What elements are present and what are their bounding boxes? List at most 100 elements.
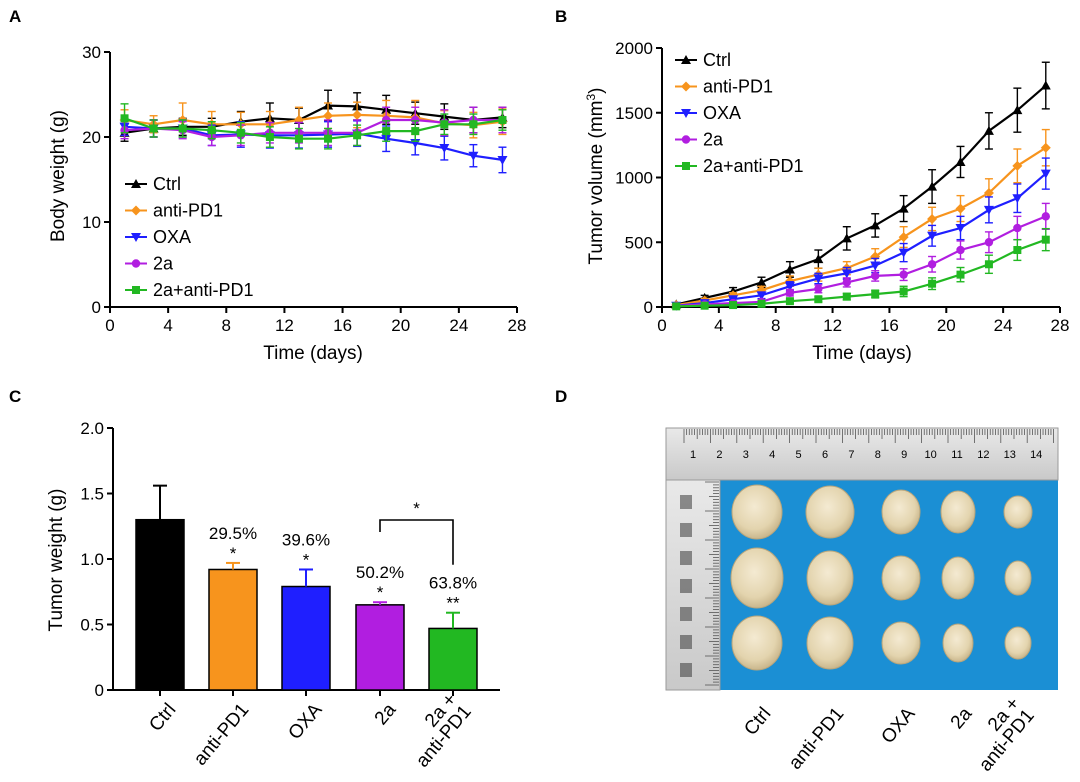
ruler-left-mark bbox=[680, 551, 692, 565]
panel-a-point-2a-anti-pd1 bbox=[353, 131, 362, 140]
panel-a-y-tick-label: 30 bbox=[82, 43, 101, 62]
panel-b-y-tick-label: 500 bbox=[625, 233, 653, 252]
panel-b-series bbox=[671, 61, 1051, 311]
panel-b-legend-item-2a-anti-pd1: 2a+anti-PD1 bbox=[675, 156, 804, 176]
panel-b-point-anti-pd1 bbox=[1040, 142, 1051, 153]
panel-b-point-2a bbox=[814, 284, 823, 294]
photo-column-label-line: 2a bbox=[947, 703, 977, 733]
panel-a-x-tick-label: 20 bbox=[391, 316, 410, 335]
tumor-specimen-oxa bbox=[881, 489, 921, 535]
ruler-number: 3 bbox=[743, 449, 749, 461]
panel-a-point-oxa bbox=[468, 151, 479, 161]
panel-a-legend-item-oxa: OXA bbox=[125, 227, 191, 247]
panel-b-point-oxa bbox=[955, 224, 966, 234]
panel-b-series-ctrl bbox=[671, 61, 1051, 309]
tumor-specimens bbox=[730, 484, 1033, 671]
panel-a-legend: Ctrl anti-PD1 OXA 2a 2a+anti-PD1 bbox=[125, 174, 254, 300]
panel-b-point-ctrl bbox=[784, 264, 795, 274]
panel-c-bracket-line bbox=[379, 519, 454, 565]
tumor-specimen-ctrl bbox=[731, 615, 783, 671]
panel-b-point-oxa bbox=[784, 282, 795, 292]
panel-b-point-oxa bbox=[983, 205, 994, 215]
ruler-number: 6 bbox=[822, 449, 828, 461]
panel-b-x-tick-label: 4 bbox=[714, 316, 723, 335]
panel-c-bar-oxa bbox=[281, 585, 331, 691]
panel-b-axes: 0 500 1000 1500 2000 0 4 8 12 16 20 24 28 bbox=[615, 39, 1069, 335]
panel-b-point-ctrl bbox=[898, 203, 909, 213]
panel-b-x-tick-label: 16 bbox=[880, 316, 899, 335]
panel-b-point-oxa bbox=[927, 231, 938, 241]
tumor-specimen-2a-anti-pd1 bbox=[1003, 495, 1033, 529]
panel-a-x-axis-label: Time (days) bbox=[263, 343, 363, 364]
panel-b-y-axis-label-prefix: Tumor volume (mm bbox=[586, 101, 607, 265]
panel-b-point-2a bbox=[984, 238, 994, 247]
panel-a-legend-marker bbox=[131, 233, 141, 242]
ruler-left-mark bbox=[680, 495, 692, 509]
photo-column-label-2a: 2a bbox=[947, 703, 977, 733]
panel-b-legend-item-anti-pd1: anti-PD1 bbox=[675, 77, 773, 97]
panel-a-point-2a-anti-pd1 bbox=[324, 134, 333, 143]
panel-c-significance-bracket: * bbox=[379, 499, 454, 565]
tumor-specimen-oxa bbox=[881, 621, 921, 665]
panel-b-point-2a bbox=[871, 271, 880, 281]
panel-c-bar-2a-anti-pd1 bbox=[428, 627, 478, 691]
panel-a-body-weight-chart: 0 10 20 30 0 4 8 12 16 20 24 28 Ctrl anti-PD1 OXA 2a 2a… bbox=[48, 43, 526, 364]
panel-a-point-2a bbox=[411, 115, 420, 125]
panel-b-series-oxa bbox=[671, 157, 1051, 311]
panel-c-category-label-line: OXA bbox=[285, 699, 327, 743]
panel-b-point-2a-anti-pd1 bbox=[899, 287, 908, 296]
panel-a-x-tick-label: 24 bbox=[449, 316, 468, 335]
panel-a-legend-label: Ctrl bbox=[153, 174, 181, 194]
panel-b-point-2a-anti-pd1 bbox=[984, 260, 993, 269]
panel-c-y-tick-label: 0 bbox=[95, 681, 104, 700]
panel-b-x-tick-label: 8 bbox=[771, 316, 780, 335]
photo-column-label-2a-anti-pd1: 2a +anti-PD1 bbox=[961, 693, 1039, 775]
tumor-specimen-anti-pd1 bbox=[806, 616, 854, 670]
panel-a-y-tick-label: 20 bbox=[82, 128, 101, 147]
ruler-number: 11 bbox=[951, 449, 962, 461]
panel-b-tumor-volume-chart: 0 500 1000 1500 2000 0 4 8 12 16 20 24 28 Ctrl anti-P… bbox=[584, 39, 1069, 364]
panel-a-point-2a-anti-pd1 bbox=[469, 120, 478, 129]
panel-b-y-axis-label: Tumor volume (mm3) bbox=[584, 88, 607, 265]
panel-c-y-axis-label: Tumor weight (g) bbox=[46, 489, 67, 632]
panel-b-line-ctrl bbox=[675, 84, 1047, 306]
panel-b-y-tick-label: 1000 bbox=[615, 169, 653, 188]
panel-b-point-2a bbox=[1013, 223, 1022, 233]
panel-a-legend-item-anti-pd1: anti-PD1 bbox=[125, 201, 223, 221]
panel-b-legend-label: 2a+anti-PD1 bbox=[703, 156, 804, 176]
panel-a-x-tick-label: 12 bbox=[275, 316, 294, 335]
panel-a-point-2a-anti-pd1 bbox=[265, 133, 274, 141]
panel-c-significance-label: ** bbox=[446, 594, 460, 613]
tumor-specimen-2a bbox=[942, 623, 974, 663]
panel-a-legend-item-2a-anti-pd1: 2a+anti-PD1 bbox=[125, 280, 254, 300]
tumor-specimen-2a-anti-pd1 bbox=[1004, 560, 1032, 596]
ruler-number: 1 bbox=[690, 449, 696, 461]
panel-b-legend-item-ctrl: Ctrl bbox=[675, 50, 731, 70]
panel-b-legend-marker bbox=[681, 55, 691, 64]
panel-c-significance-label: * bbox=[377, 583, 384, 602]
panel-b-line-oxa bbox=[676, 172, 1047, 307]
tumor-specimen-2a bbox=[940, 490, 976, 534]
tumor-specimen-anti-pd1 bbox=[805, 485, 855, 539]
panel-b-series-2a-anti-pd1 bbox=[672, 227, 1050, 311]
panel-b-legend-marker bbox=[681, 135, 691, 144]
panel-b-point-2a-anti-pd1 bbox=[871, 290, 880, 299]
panel-b-point-ctrl bbox=[870, 220, 881, 230]
panel-a-x-tick-label: 4 bbox=[163, 316, 172, 335]
ruler-left-mark bbox=[680, 635, 692, 649]
panel-a-legend-marker bbox=[131, 179, 141, 188]
panel-label-d: D bbox=[555, 387, 567, 406]
panel-a-point-oxa bbox=[497, 155, 508, 165]
panel-a-y-axis-label: Body weight (g) bbox=[48, 110, 69, 242]
panel-b-point-2a-anti-pd1 bbox=[842, 292, 851, 301]
panel-c-inhibition-label: 39.6% bbox=[282, 530, 330, 549]
panel-a-legend-label: OXA bbox=[153, 227, 191, 247]
panel-b-line-anti-pd1 bbox=[676, 146, 1047, 307]
panel-a-line-2a bbox=[124, 118, 503, 139]
ruler-left-mark bbox=[680, 663, 692, 677]
panel-a-x-tick-label: 8 bbox=[222, 316, 231, 335]
panel-c-inhibition-label: 29.5% bbox=[209, 524, 257, 543]
ruler-number: 5 bbox=[796, 449, 802, 461]
panel-b-point-anti-pd1 bbox=[898, 232, 909, 243]
panel-c-category-label: 2a bbox=[371, 699, 401, 729]
